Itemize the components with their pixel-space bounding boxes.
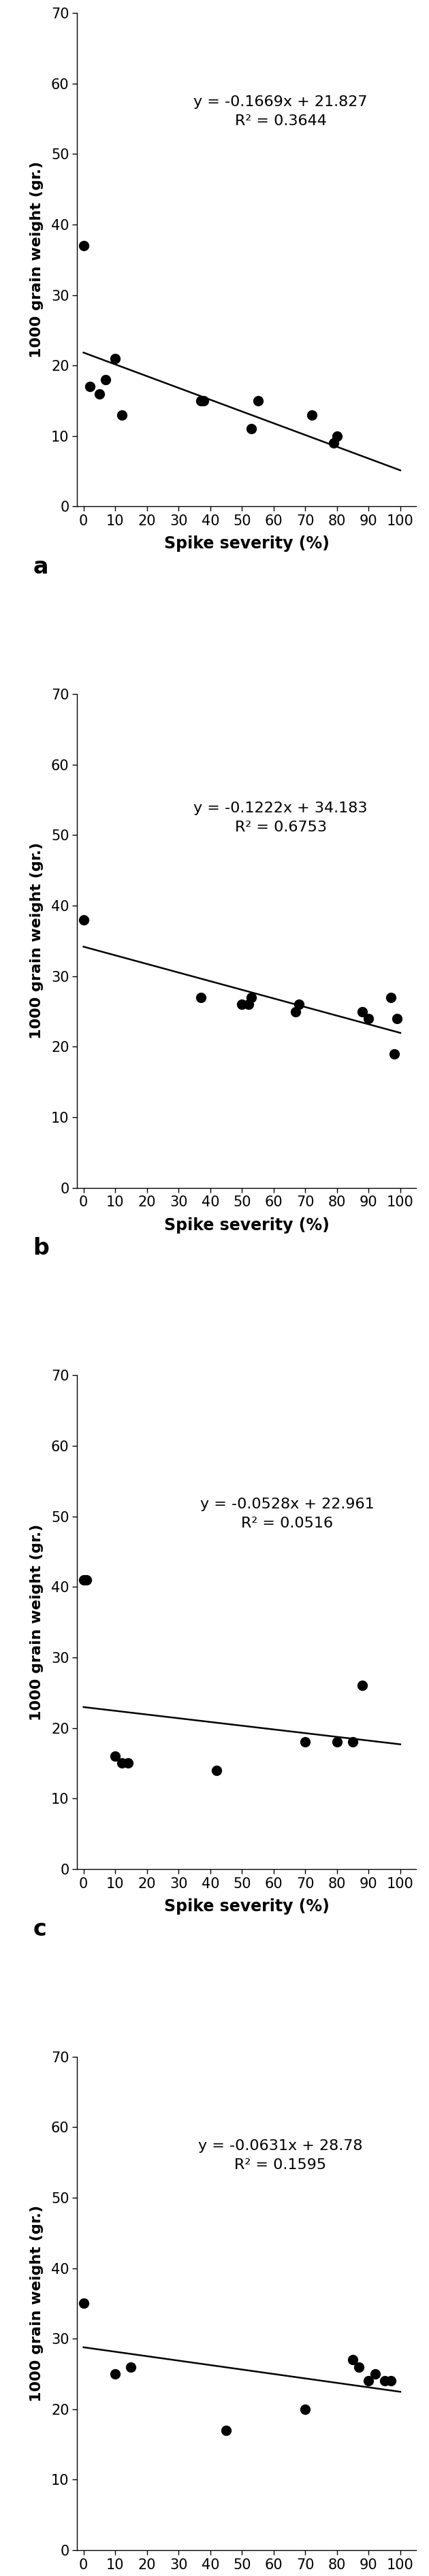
X-axis label: Spike severity (%): Spike severity (%): [164, 1899, 329, 1914]
Point: [80, 2282, 87, 2324]
Point: [118, 394, 125, 435]
Point: [245, 984, 252, 1025]
Point: [197, 976, 204, 1018]
Point: [112, 2354, 119, 2396]
Y-axis label: 1000 grain weight (gr.): 1000 grain weight (gr.): [30, 162, 43, 358]
Point: [254, 381, 261, 422]
Text: a: a: [33, 556, 48, 580]
X-axis label: Spike severity (%): Spike severity (%): [164, 536, 329, 551]
Point: [200, 381, 207, 422]
Point: [248, 410, 255, 451]
Point: [223, 2409, 230, 2450]
Point: [330, 422, 337, 464]
Point: [96, 374, 103, 415]
Point: [197, 381, 204, 422]
Point: [80, 899, 87, 940]
Point: [387, 2360, 394, 2401]
Point: [308, 394, 315, 435]
Point: [80, 1558, 87, 1600]
Y-axis label: 1000 grain weight (gr.): 1000 grain weight (gr.): [30, 1525, 43, 1721]
Point: [112, 1736, 119, 1777]
Point: [356, 2347, 363, 2388]
X-axis label: Spike severity (%): Spike severity (%): [164, 1216, 329, 1234]
Point: [124, 1741, 131, 1783]
Point: [359, 1664, 366, 1705]
Point: [80, 224, 87, 265]
Point: [248, 976, 255, 1018]
Text: y = -0.0631x + 28.78
R² = 0.1595: y = -0.0631x + 28.78 R² = 0.1595: [198, 2138, 363, 2172]
Point: [102, 358, 109, 399]
Point: [349, 1721, 356, 1762]
Text: b: b: [33, 1236, 49, 1260]
Y-axis label: 1000 grain weight (gr.): 1000 grain weight (gr.): [30, 2205, 43, 2401]
Point: [239, 984, 245, 1025]
Point: [128, 2347, 135, 2388]
Point: [112, 337, 119, 379]
Text: c: c: [33, 1919, 47, 1940]
Point: [296, 984, 302, 1025]
Y-axis label: 1000 grain weight (gr.): 1000 grain weight (gr.): [30, 842, 43, 1038]
Point: [87, 366, 94, 407]
Point: [302, 2388, 309, 2429]
Text: y = -0.1222x + 34.183
R² = 0.6753: y = -0.1222x + 34.183 R² = 0.6753: [193, 801, 368, 835]
Point: [381, 2360, 388, 2401]
Point: [118, 1741, 125, 1783]
Point: [83, 1558, 90, 1600]
Point: [333, 415, 340, 456]
Point: [365, 2360, 372, 2401]
Point: [333, 1721, 340, 1762]
Point: [349, 2339, 356, 2380]
Point: [387, 976, 394, 1018]
Point: [394, 997, 401, 1038]
Point: [372, 2354, 378, 2396]
Point: [359, 992, 366, 1033]
Point: [302, 1721, 309, 1762]
Point: [213, 1749, 220, 1790]
Text: y = -0.0528x + 22.961
R² = 0.0516: y = -0.0528x + 22.961 R² = 0.0516: [200, 1497, 375, 1530]
Point: [390, 1033, 397, 1074]
Text: y = -0.1669x + 21.827
R² = 0.3644: y = -0.1669x + 21.827 R² = 0.3644: [193, 95, 368, 129]
Point: [365, 997, 372, 1038]
Point: [292, 992, 299, 1033]
